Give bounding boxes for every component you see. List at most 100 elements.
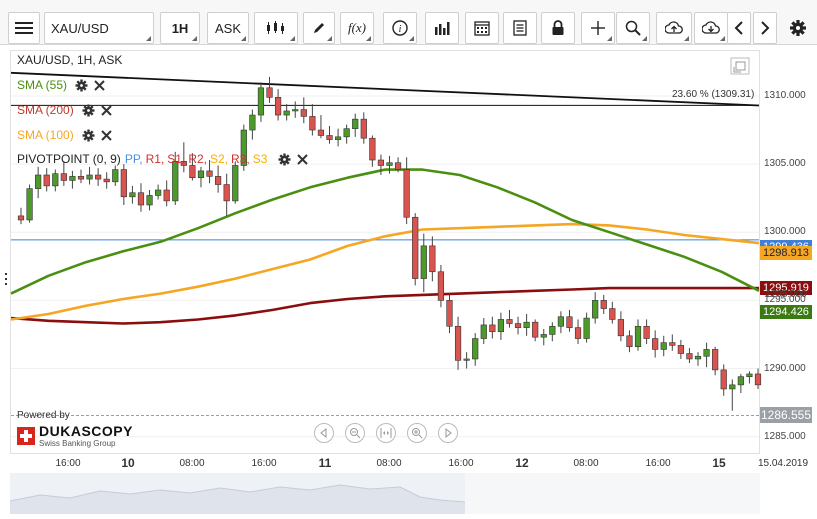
download-button[interactable] [694,12,728,44]
chevron-left-icon [734,21,743,35]
candle [652,330,659,358]
moving-averages [10,168,760,325]
close-icon[interactable] [297,153,309,165]
candle-body [249,114,256,131]
side-select[interactable]: ASK [207,12,249,44]
gear-icon[interactable] [82,104,95,117]
candle [60,161,67,186]
close-icon[interactable] [94,79,105,91]
candle-body [352,118,359,129]
pivot-level-label: R1, [145,152,165,166]
instrument-select[interactable]: XAU/USD [44,12,154,44]
x-tick-label: 15.04.2019 [757,458,809,469]
candle [120,164,127,205]
tagline: Swiss Banking Group [39,439,116,448]
legend-sma200[interactable]: SMA (200) [17,103,118,117]
candle-body [35,174,42,189]
x-tick-label: 15 [712,456,726,470]
candle-body [549,325,556,335]
candle [549,322,556,342]
candle-body [600,300,607,309]
candle-body [206,170,213,177]
chart-type-button[interactable] [254,12,298,44]
sma100-price-tag: 1298.913 [760,246,812,261]
upload-button[interactable] [656,12,692,44]
candle-body [574,327,582,339]
x-tick-label: 11 [318,456,332,470]
x-tick-label: 12 [515,456,529,470]
candle [523,314,530,336]
fit-button[interactable] [376,423,396,443]
x-tick-label: 16:00 [448,458,474,469]
candles [17,76,762,411]
zoom-out-button[interactable] [345,423,365,443]
menu-button[interactable] [8,12,40,44]
candle-body [446,300,453,327]
x-tick-label: 16:00 [645,458,671,469]
candle-body [283,110,290,116]
step-back-button[interactable] [314,423,334,443]
candle-body [506,319,513,324]
candle-body [309,116,316,131]
candle [446,293,453,334]
resize-handle[interactable] [5,273,8,287]
chart-area[interactable] [10,50,760,454]
scroll-left-button[interactable] [727,12,751,44]
candle [394,157,402,173]
candle [557,311,564,334]
sma200-line [10,286,759,325]
navigator-strip[interactable] [9,473,760,514]
step-forward-button[interactable] [438,423,458,443]
candle [240,124,247,171]
gear-icon[interactable] [75,79,88,92]
indicators-button[interactable]: f(x) [340,12,374,44]
candle [189,153,196,181]
candle [669,334,676,351]
candle-body [634,325,642,348]
crosshair-button[interactable] [581,12,615,44]
report-button[interactable] [503,12,537,44]
gear-icon[interactable] [82,129,95,142]
triangle-left-icon [320,428,327,438]
legend-sma200-label: SMA (200) [17,103,74,117]
candle-body [292,109,299,112]
candle-body [489,324,496,333]
sma55-line [10,168,760,295]
expand-button[interactable] [730,57,750,75]
zoom-out-icon [350,428,361,439]
info-button[interactable]: i [383,12,417,44]
volume-button[interactable] [425,12,459,44]
candle-body [463,358,470,361]
candle [412,213,419,286]
period-select[interactable]: 1H [160,12,200,44]
zoom-in-icon [412,428,423,439]
zoom-in-button[interactable] [407,423,427,443]
lock-button[interactable] [541,12,575,44]
settings-icon [790,20,806,36]
candle [172,151,179,205]
candle-body [163,189,170,202]
legend-pivot[interactable]: PIVOTPOINT (0, 9) PP, R1, S1, R2, S2, R3, S3 [17,152,314,166]
gear-icon[interactable] [278,153,291,166]
candle [300,97,307,124]
legend-sma55[interactable]: SMA (55) [17,78,111,92]
candle-body [137,192,145,206]
calendar-button[interactable] [465,12,499,44]
candle [292,101,299,118]
candle [146,189,153,211]
y-tick-label: 1310.000 [764,89,806,101]
legend-sma100[interactable]: SMA (100) [17,128,118,142]
info-icon: i [392,20,408,36]
candle-body [617,319,624,337]
zoom-button[interactable] [616,12,650,44]
candle [43,168,50,192]
download-icon [702,21,720,34]
settings-button[interactable] [784,12,812,44]
close-icon[interactable] [100,129,112,141]
candle-body [146,195,153,206]
scroll-right-button[interactable] [753,12,777,44]
close-icon[interactable] [100,104,112,116]
drawing-button[interactable] [303,12,335,44]
svg-text:i: i [399,24,402,35]
